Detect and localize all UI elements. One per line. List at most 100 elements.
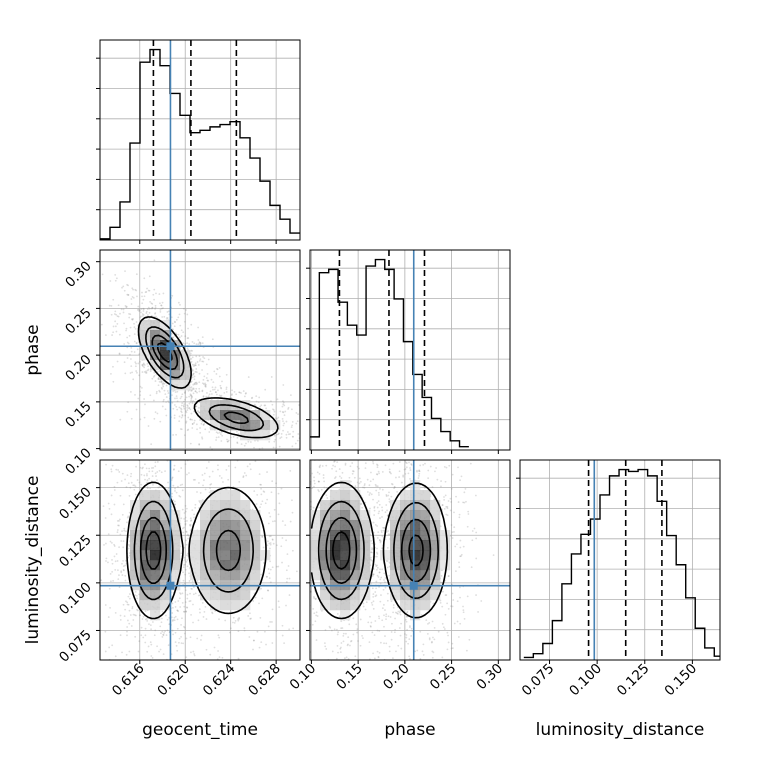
- density-cell: [150, 570, 161, 581]
- density-cell: [160, 540, 171, 551]
- sample-point: [361, 417, 363, 419]
- sample-point: [144, 478, 146, 481]
- sample-point: [197, 410, 200, 413]
- sample-point: [123, 343, 126, 345]
- sample-point: [423, 487, 426, 489]
- sample-point: [459, 586, 461, 589]
- sample-point: [110, 513, 113, 516]
- sample-point: [138, 716, 140, 718]
- sample-point: [328, 454, 330, 456]
- sample-point: [305, 580, 307, 582]
- sample-point: [267, 522, 270, 525]
- sample-point: [280, 436, 283, 439]
- sample-point: [376, 551, 378, 554]
- sample-point: [95, 290, 97, 292]
- sample-point: [305, 524, 307, 526]
- sample-point: [170, 616, 173, 619]
- sample-point: [390, 495, 393, 498]
- sample-point: [447, 500, 450, 502]
- density-cell: [170, 570, 181, 581]
- sample-point: [129, 372, 132, 374]
- sample-point: [237, 619, 240, 622]
- sample-point: [118, 546, 120, 549]
- density-contour: [139, 516, 241, 584]
- sample-point: [155, 315, 157, 318]
- sample-point: [291, 616, 293, 618]
- sample-point: [198, 443, 201, 445]
- sample-point: [293, 527, 295, 529]
- sample-point: [374, 563, 377, 566]
- sample-point: [183, 605, 186, 608]
- sample-point: [302, 394, 304, 396]
- sample-point: [112, 298, 115, 301]
- sample-point: [275, 565, 278, 568]
- density-cell: [250, 530, 261, 541]
- sample-point: [193, 378, 196, 381]
- sample-point: [287, 433, 290, 436]
- sample-point: [167, 400, 169, 403]
- sample-point: [347, 456, 349, 458]
- sample-point: [271, 454, 273, 456]
- sample-point: [173, 320, 176, 323]
- sample-point: [265, 407, 267, 410]
- sample-point: [172, 336, 174, 339]
- sample-point: [270, 400, 272, 403]
- sample-point: [194, 383, 196, 386]
- sample-point: [176, 408, 179, 411]
- sample-point: [292, 569, 294, 571]
- sample-point: [156, 370, 159, 373]
- sample-point: [462, 611, 465, 614]
- sample-point: [154, 306, 157, 309]
- sample-point: [261, 535, 264, 538]
- sample-point: [268, 542, 271, 545]
- sample-point: [380, 529, 383, 532]
- sample-point: [317, 480, 320, 483]
- sample-point: [305, 363, 307, 365]
- sample-point: [336, 644, 339, 647]
- sample-point: [445, 709, 447, 711]
- sample-point: [109, 280, 112, 282]
- sample-point: [243, 472, 246, 474]
- sample-point: [385, 504, 388, 506]
- density-cell: [160, 590, 171, 601]
- sample-point: [289, 453, 291, 455]
- sample-point: [278, 445, 281, 448]
- sample-point: [254, 596, 257, 599]
- sample-point: [111, 562, 114, 565]
- sample-point: [285, 581, 288, 583]
- sample-point: [194, 478, 196, 481]
- sample-point: [141, 467, 144, 470]
- sample-point: [184, 516, 187, 519]
- sample-point: [378, 571, 381, 574]
- sample-point: [449, 497, 452, 500]
- sample-point: [143, 366, 146, 369]
- sample-point: [406, 462, 408, 465]
- sample-point: [126, 293, 129, 296]
- density-cell: [150, 490, 161, 501]
- sample-point: [383, 579, 385, 581]
- density-cell: [250, 540, 261, 551]
- sample-point: [202, 423, 205, 426]
- sample-point: [295, 412, 298, 414]
- sample-point: [453, 424, 455, 426]
- sample-point: [332, 464, 335, 467]
- sample-point: [410, 635, 413, 637]
- sample-point: [124, 579, 127, 582]
- sample-point: [110, 468, 113, 471]
- sample-point: [185, 560, 188, 563]
- sample-point: [375, 667, 377, 669]
- sample-point: [176, 400, 179, 403]
- sample-point: [368, 641, 371, 644]
- sample-point: [108, 507, 111, 510]
- sample-point: [416, 701, 418, 703]
- sample-point: [101, 273, 104, 276]
- sample-point: [184, 563, 187, 566]
- sample-point: [135, 370, 138, 372]
- sample-point: [463, 618, 466, 620]
- sample-point: [250, 397, 253, 400]
- sample-point: [404, 618, 407, 621]
- sample-point: [150, 628, 152, 631]
- sample-point: [185, 530, 188, 533]
- sample-point: [142, 307, 145, 310]
- sample-point: [450, 487, 453, 490]
